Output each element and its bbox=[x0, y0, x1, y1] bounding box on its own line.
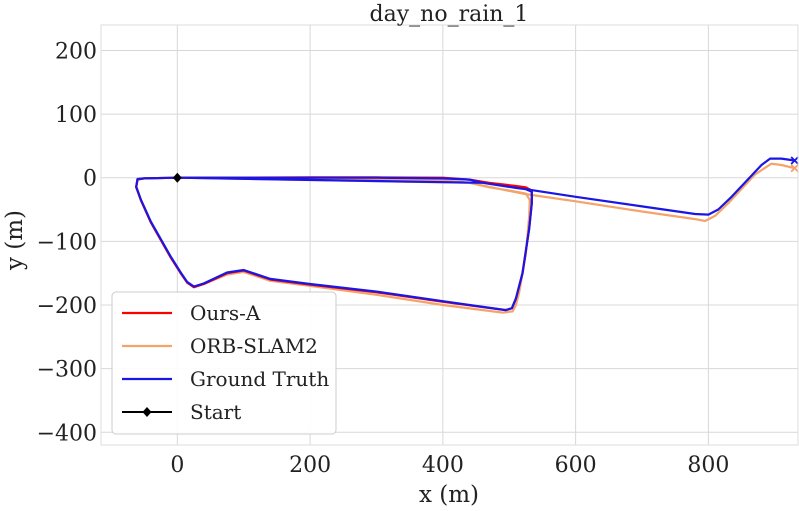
x-axis-label: x (m) bbox=[419, 482, 479, 508]
y-tick-labels: 200 100 0 −100 −200 −300 −400 bbox=[37, 39, 97, 446]
y-tick-label: −400 bbox=[37, 421, 97, 446]
legend-start-diamond bbox=[142, 407, 152, 417]
y-tick-label: −200 bbox=[37, 294, 97, 319]
x-tick-labels: 0 200 400 600 800 bbox=[170, 453, 729, 478]
legend: Ours-A ORB-SLAM2 Ground Truth Start bbox=[111, 291, 337, 435]
legend-box bbox=[111, 291, 337, 435]
end-marker bbox=[790, 164, 799, 173]
x-tick-label: 0 bbox=[170, 453, 184, 478]
start-marker bbox=[172, 172, 182, 183]
y-tick-label: 0 bbox=[83, 167, 97, 192]
series-line-orb-slam2 bbox=[135, 162, 796, 314]
end-marker bbox=[790, 156, 799, 165]
y-axis-label: y (m) bbox=[2, 210, 28, 271]
y-tick-label: 200 bbox=[55, 39, 97, 64]
legend-label-start: Start bbox=[190, 400, 241, 424]
series-line-ground-truth bbox=[135, 157, 796, 312]
x-tick-label: 200 bbox=[289, 453, 331, 478]
y-tick-label: 100 bbox=[55, 103, 97, 128]
trajectory-markers bbox=[172, 156, 799, 183]
x-tick-label: 400 bbox=[422, 453, 464, 478]
trajectory-lines bbox=[135, 157, 796, 314]
legend-label-orb-slam2: ORB-SLAM2 bbox=[190, 334, 318, 358]
legend-label-ground-truth: Ground Truth bbox=[190, 367, 329, 391]
x-tick-label: 800 bbox=[687, 453, 729, 478]
legend-label-ours-a: Ours-A bbox=[190, 301, 261, 325]
y-tick-label: −300 bbox=[37, 358, 97, 383]
plot-frame bbox=[100, 24, 799, 446]
x-tick-label: 600 bbox=[555, 453, 597, 478]
y-tick-label: −100 bbox=[37, 230, 97, 255]
chart-title: day_no_rain_1 bbox=[370, 2, 529, 27]
